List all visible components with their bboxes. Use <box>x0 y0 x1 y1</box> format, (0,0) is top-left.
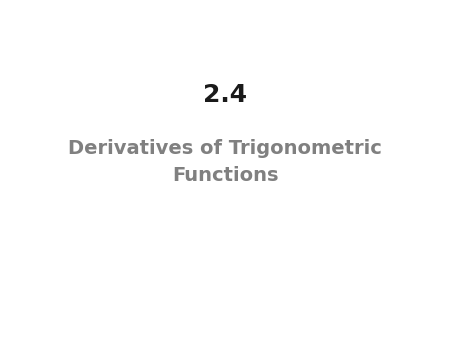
Text: Derivatives of Trigonometric
Functions: Derivatives of Trigonometric Functions <box>68 140 382 185</box>
Text: 2.4: 2.4 <box>203 82 247 107</box>
